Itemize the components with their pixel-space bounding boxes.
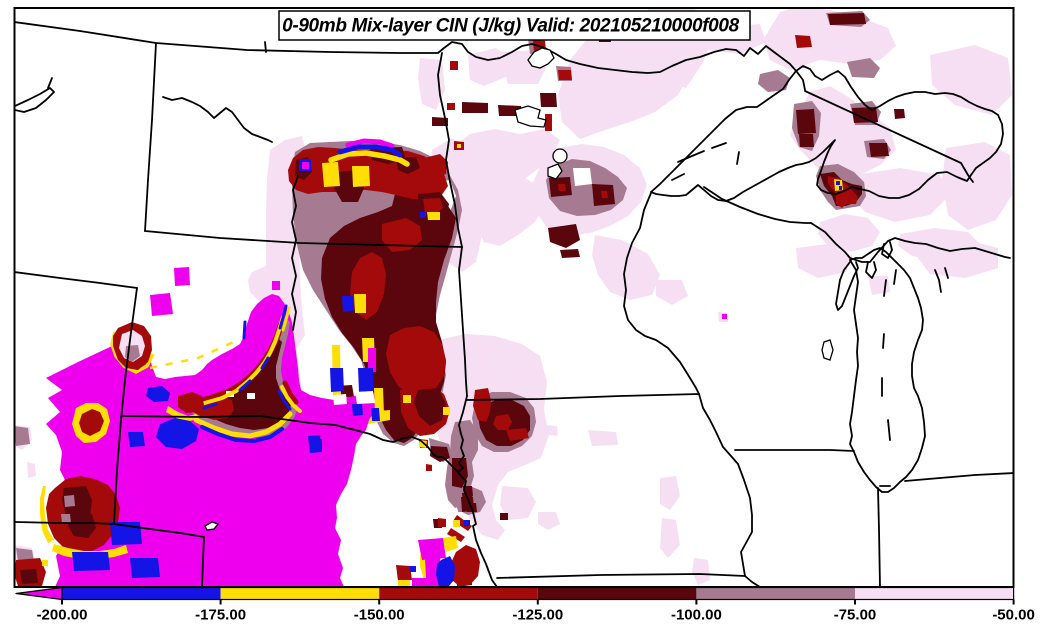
svg-text:-75.00: -75.00 <box>834 607 877 624</box>
svg-text:-50.00: -50.00 <box>992 607 1035 624</box>
svg-text:-125.00: -125.00 <box>512 607 563 624</box>
svg-text:-175.00: -175.00 <box>195 607 246 624</box>
svg-text:0-90mb Mix-layer CIN (J/kg) Va: 0-90mb Mix-layer CIN (J/kg) Valid: 20210… <box>282 16 739 37</box>
svg-text:-100.00: -100.00 <box>671 607 722 624</box>
svg-text:-150.00: -150.00 <box>354 607 405 624</box>
svg-text:-200.00: -200.00 <box>37 607 88 624</box>
